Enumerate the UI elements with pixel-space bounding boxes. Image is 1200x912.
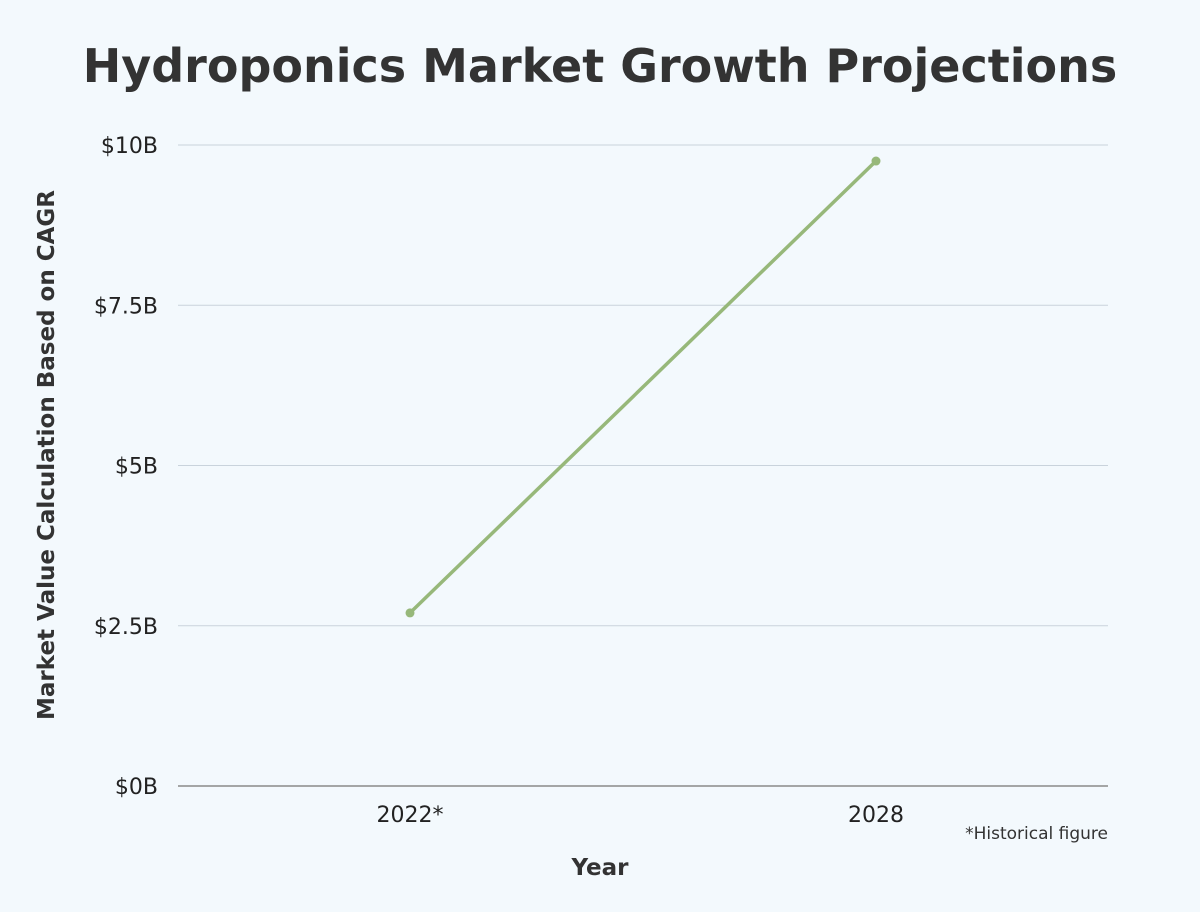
y-axis-label: Market Value Calculation Based on CAGR [34,190,60,720]
gridlines [178,144,1108,787]
y-axis-ticks: $0B $2.5B $5B $7.5B $10B [94,134,158,800]
chart-title: Hydroponics Market Growth Projections [83,39,1117,93]
y-tick-label: $10B [101,134,158,159]
y-tick-label: $2.5B [94,615,158,640]
data-point [871,156,881,166]
x-axis-label: Year [570,855,629,881]
y-tick-label: $7.5B [94,294,158,319]
y-tick-label: $0B [115,775,158,800]
historical-footnote: *Historical figure [965,824,1108,844]
x-axis-ticks: 2022* 2028 [377,803,905,828]
x-tick-label: 2028 [848,803,904,828]
y-tick-label: $5B [115,455,158,480]
series-line [408,159,878,615]
data-point [405,608,415,618]
x-tick-label: 2022* [377,803,444,828]
series-layer [405,156,881,618]
